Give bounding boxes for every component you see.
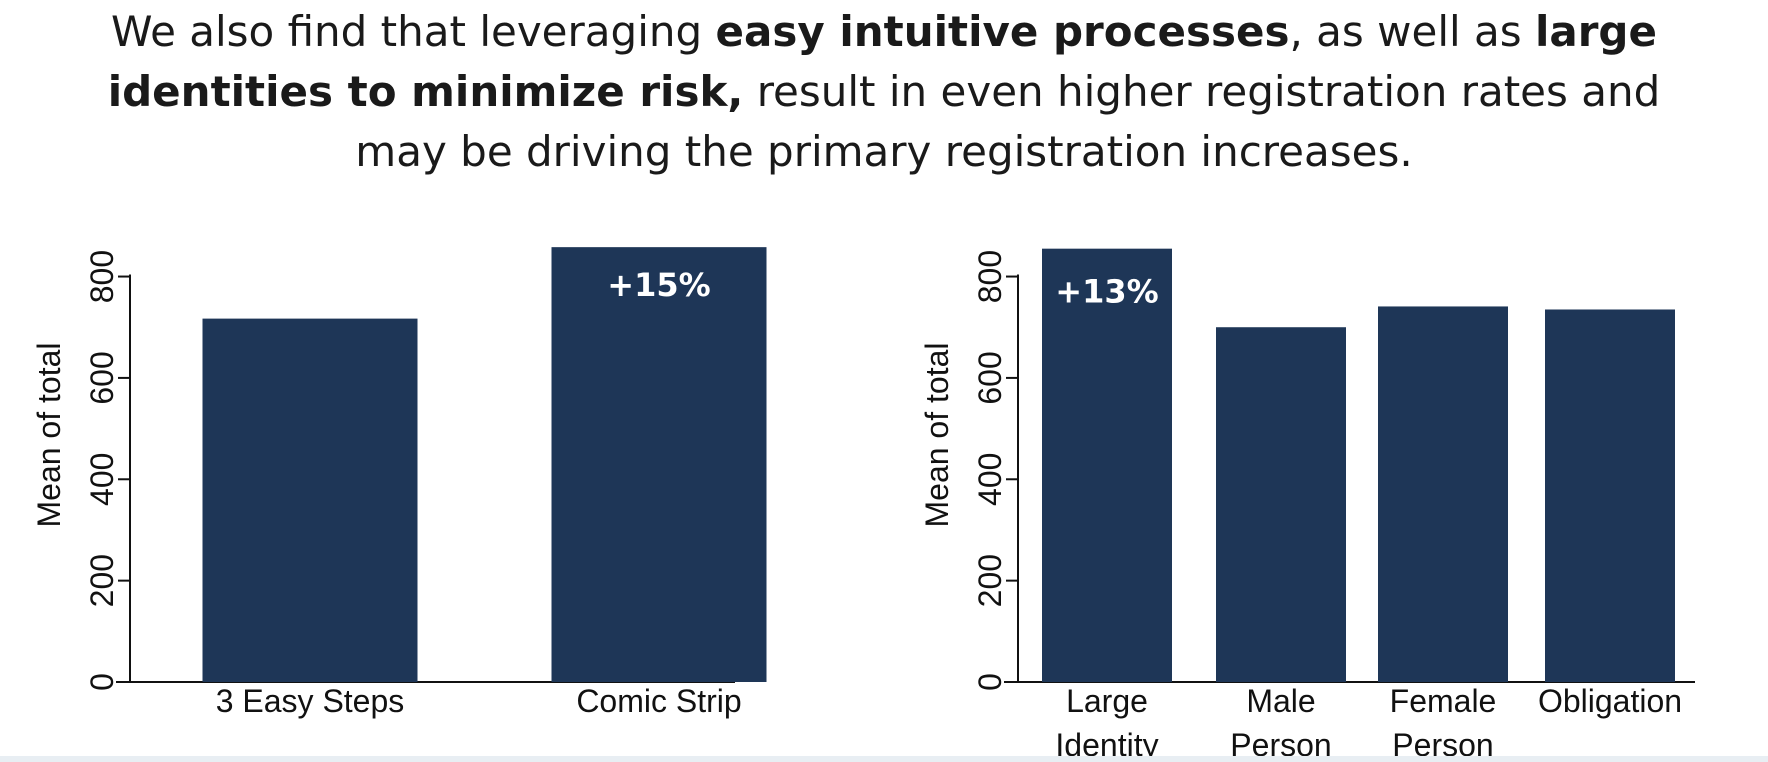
y-tick-label: 800 — [972, 250, 1008, 303]
headline-emphasis: easy intuitive processes — [715, 7, 1290, 56]
bar — [551, 247, 767, 682]
headline-emphasis: large — [1534, 7, 1657, 56]
x-tick-label: Large — [1066, 683, 1148, 719]
headline-text: result in even higher registration rates… — [743, 67, 1661, 116]
bar — [1378, 306, 1508, 682]
data-label: +13% — [1055, 273, 1158, 311]
bar — [1545, 309, 1675, 682]
bar — [1042, 248, 1172, 682]
y-tick-label: 800 — [84, 250, 120, 303]
headline-text: , as well as — [1289, 7, 1535, 56]
y-tick-label: 200 — [84, 554, 120, 607]
x-tick-label: 3 Easy Steps — [216, 683, 405, 719]
headline-line-3: may be driving the primary registration … — [355, 127, 1413, 176]
y-tick-label: 600 — [972, 351, 1008, 404]
data-label: +15% — [607, 266, 710, 304]
bottom-divider — [0, 756, 1768, 762]
y-tick-label: 400 — [84, 453, 120, 506]
y-tick-label: 400 — [972, 453, 1008, 506]
x-tick-label: Male — [1246, 683, 1315, 719]
headline-line-2: identities to minimize risk, result in e… — [0, 62, 1768, 122]
headline-emphasis: identities to minimize risk, — [107, 67, 744, 116]
y-axis-label: Mean of total — [919, 343, 955, 528]
y-tick-label: 600 — [84, 351, 120, 404]
bar — [202, 318, 418, 682]
headline-line-1: We also find that leveraging easy intuit… — [0, 2, 1768, 62]
headline-text: We also find that leveraging — [111, 7, 716, 56]
headline: We also find that leveraging easy intuit… — [0, 2, 1768, 182]
x-tick-label: Obligation — [1538, 683, 1682, 719]
y-axis-label: Mean of total — [31, 343, 67, 528]
bar — [1216, 327, 1346, 682]
x-tick-label: Comic Strip — [576, 683, 741, 719]
x-tick-label: Female — [1390, 683, 1497, 719]
y-tick-label: 0 — [84, 673, 120, 691]
y-tick-label: 0 — [972, 673, 1008, 691]
y-tick-label: 200 — [972, 554, 1008, 607]
